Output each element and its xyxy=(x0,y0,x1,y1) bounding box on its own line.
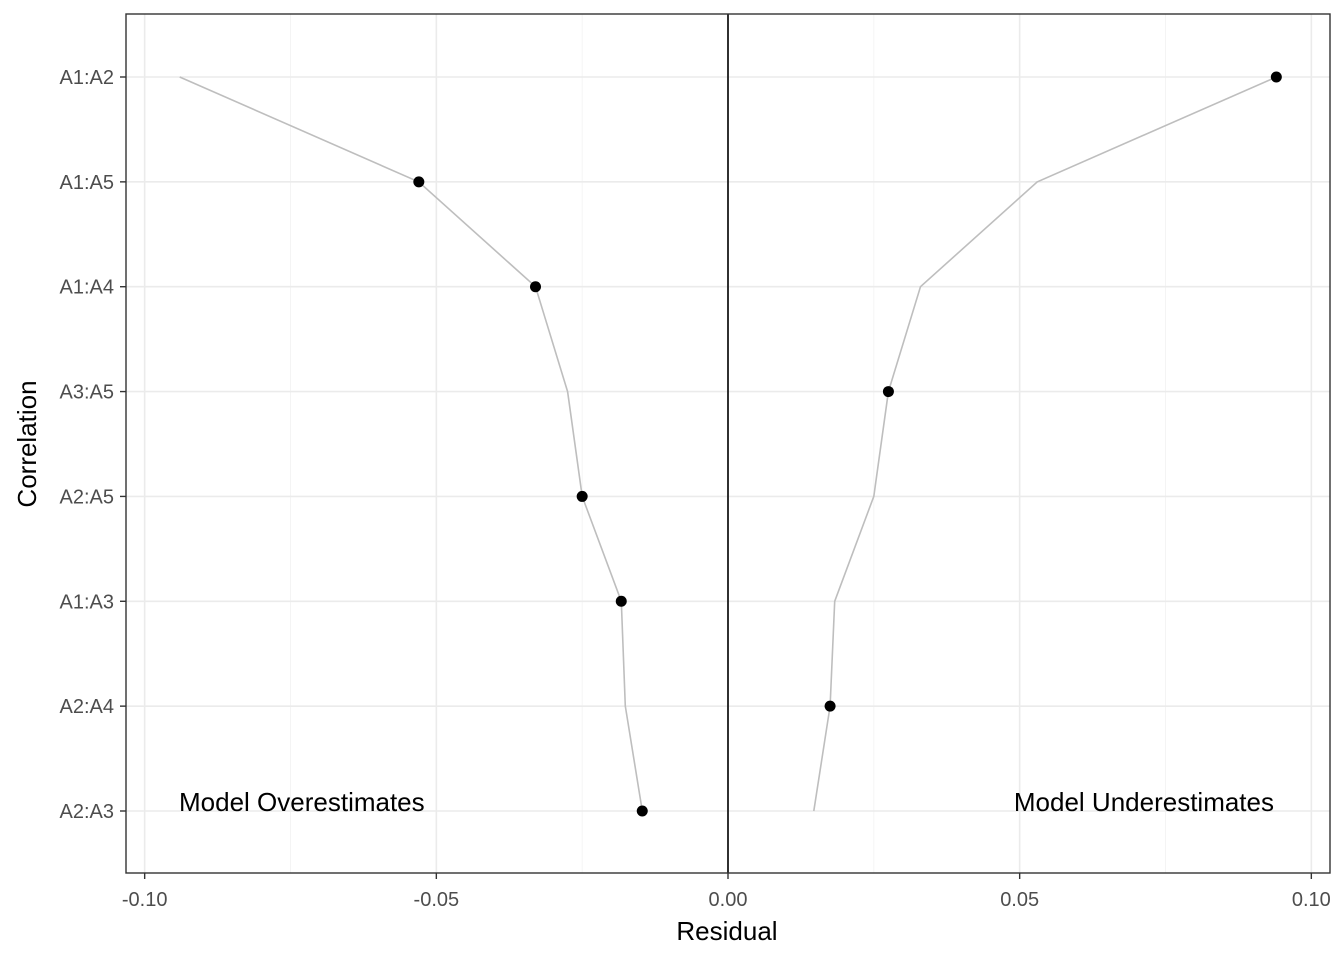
y-tick-label: A1:A2 xyxy=(60,67,114,89)
residual-point-A2-A3 xyxy=(636,805,648,817)
y-tick-label: A1:A4 xyxy=(60,277,114,299)
x-axis-title: Residual xyxy=(676,916,777,946)
y-tick-label: A2:A4 xyxy=(60,696,114,718)
y-tick-label: A1:A5 xyxy=(60,172,114,194)
y-axis-title: Correlation xyxy=(12,380,42,507)
x-tick-label: -0.10 xyxy=(122,889,168,911)
residual-point-A2-A4 xyxy=(824,700,836,712)
points-layer xyxy=(413,71,1282,817)
residual-point-A1-A5 xyxy=(413,176,425,188)
y-axis: A1:A2 A1:A5 A1:A4 A3:A5 A2:A5 A1:A3 A2:A4 A2:A3 xyxy=(60,67,126,823)
y-tick-label: A2:A3 xyxy=(60,801,114,823)
x-tick-label: 0.05 xyxy=(1000,889,1039,911)
residual-point-A1-A4 xyxy=(530,281,541,293)
residual-point-A1-A2 xyxy=(1270,71,1282,83)
residual-point-A3-A5 xyxy=(882,386,894,398)
annotation-layer: Model Overestimates Model Underestimates xyxy=(179,787,1274,817)
envelope-layer xyxy=(179,76,1277,812)
y-tick-label: A3:A5 xyxy=(60,382,114,404)
y-tick-label: A1:A3 xyxy=(60,591,114,613)
x-tick-label: -0.05 xyxy=(414,889,460,911)
y-tick-label: A2:A5 xyxy=(60,486,114,508)
residual-point-A1-A3 xyxy=(615,595,627,607)
x-tick-label: 0.10 xyxy=(1292,889,1331,911)
x-tick-label: 0.00 xyxy=(709,889,748,911)
annotation-underestimates: Model Underestimates xyxy=(1014,787,1274,817)
x-axis: -0.10 -0.05 0.00 0.05 0.10 xyxy=(122,873,1331,911)
annotation-overestimates: Model Overestimates xyxy=(179,787,425,817)
residual-point-A2-A5 xyxy=(576,490,588,502)
envelope-upper-line xyxy=(813,76,1277,812)
envelope-lower-line xyxy=(179,76,644,812)
